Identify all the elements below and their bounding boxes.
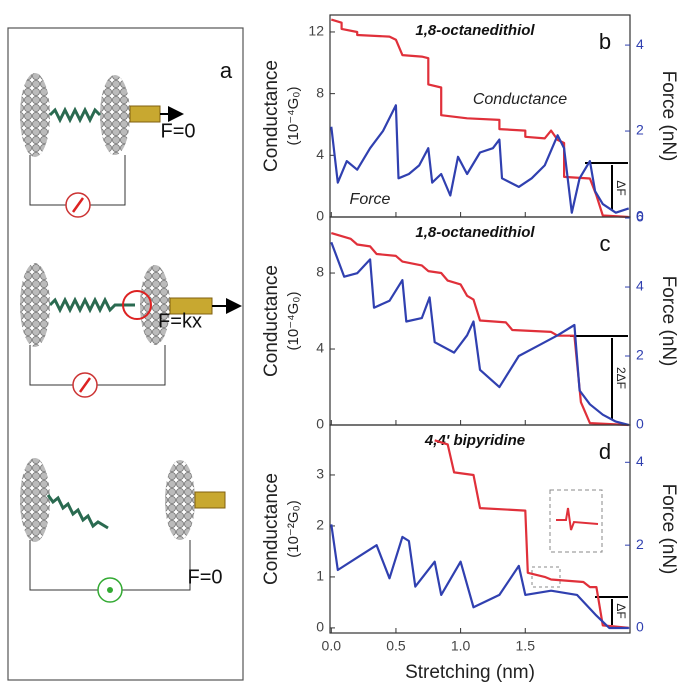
y-axis-unit: (10⁻²G₀) — [285, 500, 302, 557]
panel-a: a F=0 F=kx — [7, 27, 244, 681]
y-axis-unit: (10⁻⁴G₀) — [285, 292, 302, 351]
y2-tick-label: 2 — [636, 347, 644, 363]
y-axis-label: Conductance — [261, 473, 282, 585]
force-label: F=0 — [160, 120, 195, 142]
annotation: ΔF — [614, 180, 628, 195]
panel-frame — [7, 27, 244, 681]
annotation: Force — [350, 191, 391, 208]
chart-title: 1,8-octanedithiol — [415, 224, 535, 241]
chart-title: 4,4' bipyridine — [424, 432, 525, 449]
y-tick-label: 4 — [316, 340, 324, 356]
x-axis-label: Stretching (nm) — [405, 662, 535, 683]
y-tick-label: 8 — [316, 264, 324, 280]
x-tick-label: 0.0 — [322, 638, 342, 654]
junction-3: F=0 — [20, 458, 226, 603]
junction-1: F=0 — [20, 73, 196, 218]
y2-axis-label: Force (nN) — [658, 484, 679, 575]
panel-label: b — [599, 29, 611, 54]
y2-tick-label: 6 — [636, 209, 644, 225]
series-line — [330, 104, 630, 214]
y2-tick-label: 4 — [636, 453, 644, 469]
y-tick-label: 0 — [316, 619, 324, 635]
y2-tick-label: 0 — [636, 208, 644, 224]
y2-tick-label: 4 — [636, 278, 644, 294]
inset-trace — [556, 507, 599, 531]
y-axis-unit: (10⁻⁴G₀) — [285, 87, 302, 146]
annotation: 2ΔF — [614, 367, 628, 389]
panel-label: a — [220, 58, 233, 83]
annotation: ΔF — [614, 603, 628, 618]
y2-tick-label: 2 — [636, 536, 644, 552]
y2-axis-label: Force (nN) — [658, 71, 679, 162]
y-tick-label: 0 — [316, 416, 324, 432]
plot-frame — [329, 424, 631, 634]
y2-tick-label: 0 — [636, 416, 644, 432]
y-axis-label: Conductance — [261, 60, 282, 172]
y2-tick-label: 4 — [636, 36, 644, 52]
y-axis-label: Conductance — [261, 265, 282, 377]
series-line — [434, 439, 629, 629]
y-tick-label: 0 — [316, 208, 324, 224]
junction-2: F=kx — [20, 263, 242, 398]
panel-label: d — [599, 439, 611, 464]
x-tick-label: 1.5 — [516, 638, 536, 654]
force-label: F=kx — [158, 310, 202, 332]
chart-title: 1,8-octanedithiol — [415, 22, 535, 39]
panel-label: c — [600, 231, 611, 256]
x-tick-label: 0.5 — [386, 638, 406, 654]
plot-frame — [329, 14, 631, 218]
series-line — [330, 241, 629, 427]
series-line — [330, 524, 629, 630]
y-tick-label: 3 — [316, 466, 324, 482]
series-line — [330, 232, 629, 427]
x-tick-label: 1.0 — [451, 638, 471, 654]
inset-box — [549, 489, 603, 553]
annotation: Conductance — [473, 91, 567, 108]
y-tick-label: 12 — [308, 23, 324, 39]
y2-tick-label: 0 — [636, 619, 644, 635]
y-tick-label: 8 — [316, 84, 324, 100]
force-label: F=0 — [187, 566, 222, 588]
series-line — [330, 18, 629, 219]
delta-f-markers — [570, 162, 628, 625]
y-tick-label: 4 — [316, 146, 324, 162]
y-tick-label: 2 — [316, 517, 324, 533]
zoom-box — [531, 566, 561, 588]
y-tick-label: 1 — [316, 568, 324, 584]
y2-tick-label: 2 — [636, 122, 644, 138]
y2-axis-label: Force (nN) — [658, 276, 679, 367]
